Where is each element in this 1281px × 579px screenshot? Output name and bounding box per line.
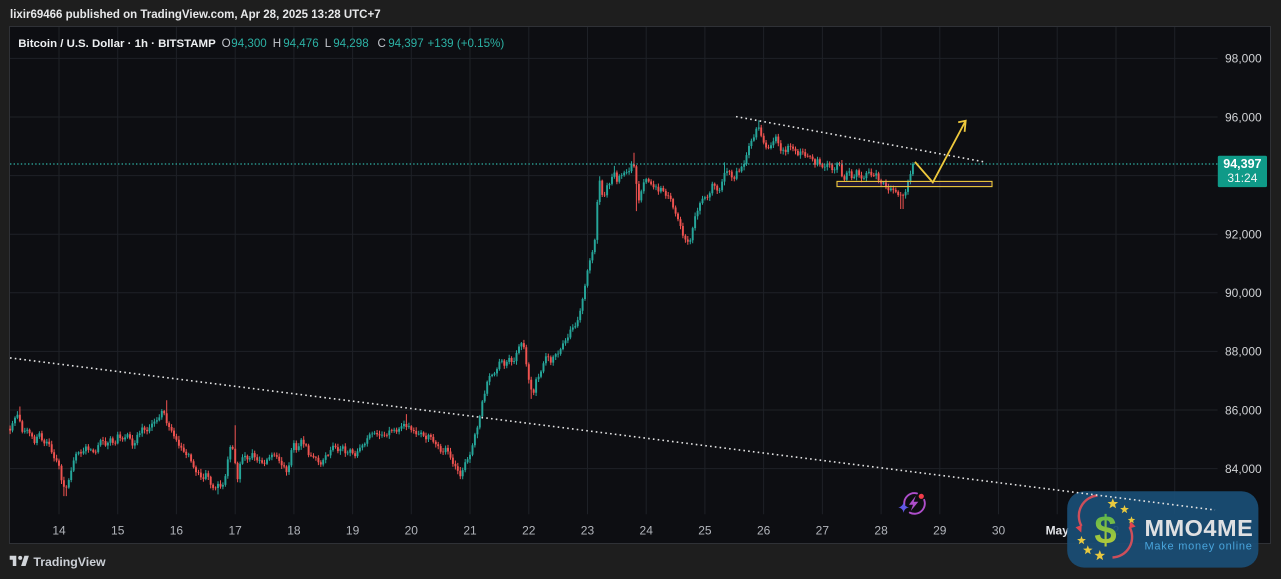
svg-text:C: C — [378, 37, 386, 50]
svg-text:Bitcoin / U.S. Dollar · 1h · B: Bitcoin / U.S. Dollar · 1h · BITSTAMP — [18, 38, 216, 50]
svg-text:94,397: 94,397 — [1223, 157, 1261, 171]
svg-text:20: 20 — [405, 523, 419, 537]
svg-text:25: 25 — [698, 523, 712, 537]
svg-text:94,298: 94,298 — [333, 37, 368, 50]
svg-text:92,000: 92,000 — [1225, 228, 1262, 242]
svg-text:24: 24 — [640, 523, 654, 537]
svg-text:H: H — [273, 37, 281, 50]
svg-text:26: 26 — [757, 523, 771, 537]
svg-text:84,000: 84,000 — [1225, 462, 1262, 476]
svg-text:23: 23 — [581, 523, 595, 537]
svg-text:22: 22 — [522, 523, 536, 537]
svg-text:19: 19 — [346, 523, 360, 537]
svg-text:17: 17 — [228, 523, 242, 537]
svg-text:MMO4ME: MMO4ME — [1145, 515, 1254, 541]
svg-text:27: 27 — [816, 523, 830, 537]
svg-text:15: 15 — [111, 523, 125, 537]
svg-text:14: 14 — [52, 523, 66, 537]
svg-text:lixir69466 published on Tradin: lixir69466 published on TradingView.com,… — [10, 9, 381, 21]
svg-text:+139 (+0.15%): +139 (+0.15%) — [428, 37, 505, 50]
svg-text:94,476: 94,476 — [283, 37, 318, 50]
svg-text:O: O — [222, 37, 231, 50]
svg-text:L: L — [325, 37, 332, 50]
svg-text:94,300: 94,300 — [231, 37, 266, 50]
svg-text:94,397: 94,397 — [388, 37, 423, 50]
svg-text:16: 16 — [170, 523, 184, 537]
svg-text:29: 29 — [933, 523, 947, 537]
svg-text:96,000: 96,000 — [1225, 110, 1262, 124]
svg-text:$: $ — [1094, 509, 1116, 553]
svg-text:31:24: 31:24 — [1227, 171, 1257, 185]
svg-text:May: May — [1046, 523, 1070, 537]
svg-text:86,000: 86,000 — [1225, 403, 1262, 417]
svg-text:21: 21 — [463, 523, 477, 537]
svg-text:88,000: 88,000 — [1225, 345, 1262, 359]
svg-text:TradingView: TradingView — [33, 555, 106, 569]
svg-text:98,000: 98,000 — [1225, 52, 1262, 66]
svg-text:28: 28 — [874, 523, 888, 537]
svg-text:18: 18 — [287, 523, 301, 537]
svg-text:90,000: 90,000 — [1225, 286, 1262, 300]
svg-text:Make money online: Make money online — [1145, 540, 1253, 552]
svg-text:30: 30 — [992, 523, 1006, 537]
